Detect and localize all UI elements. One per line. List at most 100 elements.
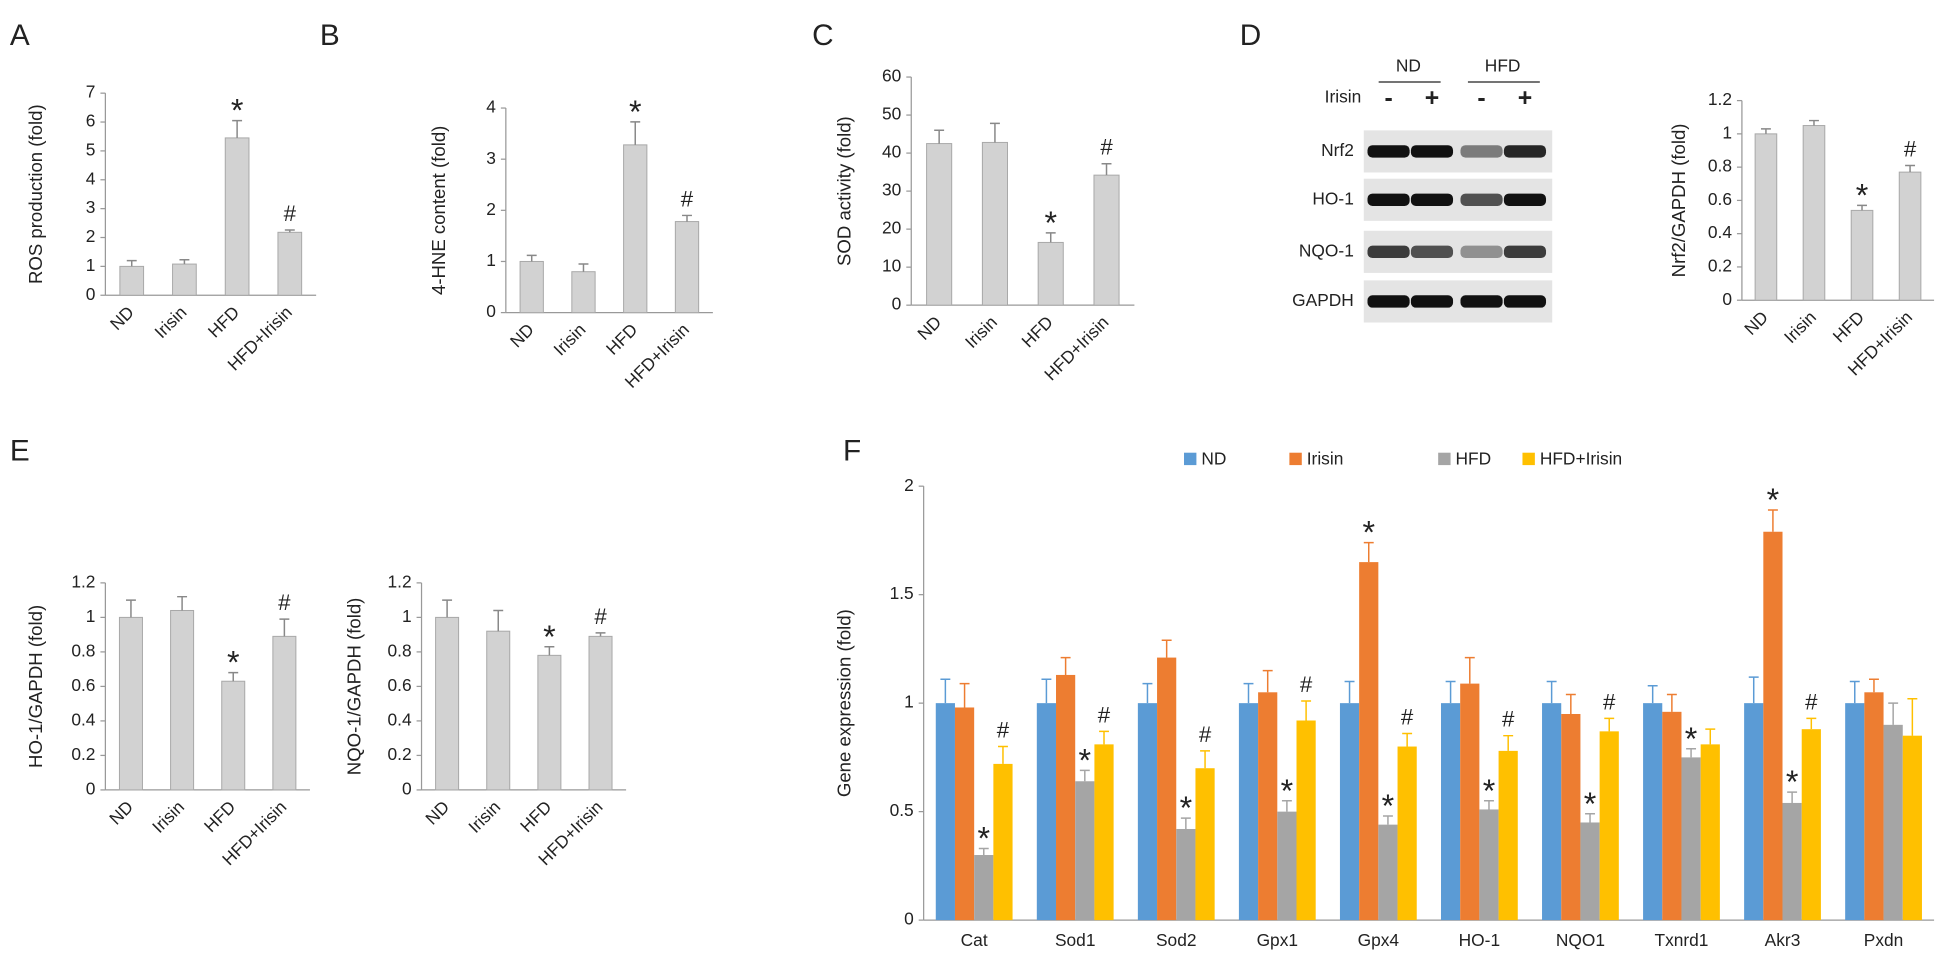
y-tick-label: 0.4 bbox=[71, 709, 95, 729]
legend-swatch bbox=[1438, 452, 1451, 466]
y-tick-label: 60 bbox=[882, 66, 901, 86]
legend-label: Irisin bbox=[1307, 449, 1344, 469]
y-axis-label: 4-HNE content (fold) bbox=[428, 126, 449, 295]
error-bar bbox=[1382, 815, 1393, 825]
y-tick-label: 20 bbox=[882, 218, 901, 238]
bar bbox=[1258, 692, 1278, 921]
bar bbox=[1883, 724, 1903, 921]
y-tick-label: 2 bbox=[486, 199, 496, 219]
error-bar bbox=[1604, 717, 1615, 732]
x-tick-label: ND bbox=[913, 312, 945, 344]
bar bbox=[519, 260, 544, 314]
bar bbox=[926, 143, 953, 306]
y-tick-label: 1 bbox=[1722, 122, 1732, 142]
x-tick-label: Irisin bbox=[961, 312, 1001, 352]
bar bbox=[1359, 562, 1379, 921]
significance-mark: # bbox=[1098, 702, 1111, 727]
bar bbox=[1801, 729, 1821, 921]
bar bbox=[1378, 824, 1398, 921]
y-tick-label: 1.2 bbox=[387, 571, 411, 591]
bar bbox=[1036, 703, 1057, 921]
bar bbox=[1137, 703, 1158, 921]
y-tick-label: 0 bbox=[86, 779, 96, 799]
error-bar bbox=[1180, 817, 1191, 829]
x-tick-label: Irisin bbox=[464, 797, 504, 837]
error-bar bbox=[526, 254, 537, 262]
y-tick-label: 1 bbox=[86, 606, 96, 626]
error-bar bbox=[682, 214, 692, 222]
x-tick-label: ND bbox=[106, 302, 138, 334]
error-bar bbox=[989, 122, 1000, 143]
error-bar bbox=[125, 599, 136, 618]
x-tick-label: HFD bbox=[204, 302, 243, 341]
bar bbox=[277, 231, 303, 296]
x-tick-label: Irisin bbox=[550, 319, 590, 359]
y-tick-label: 0.6 bbox=[387, 675, 411, 695]
significance-mark: * bbox=[977, 821, 990, 857]
bar bbox=[1744, 703, 1764, 921]
bar bbox=[1094, 744, 1114, 921]
bar bbox=[224, 137, 250, 296]
error-bar bbox=[630, 121, 641, 145]
error-bar bbox=[228, 671, 239, 682]
error-bar bbox=[1301, 700, 1312, 721]
blot-band bbox=[1460, 193, 1503, 206]
x-tick-label: HO-1 bbox=[1459, 930, 1500, 950]
error-bar bbox=[1281, 800, 1292, 812]
legend-label: ND bbox=[1201, 449, 1226, 469]
bar bbox=[1662, 711, 1682, 921]
bar bbox=[1176, 828, 1196, 921]
y-tick-label: 2 bbox=[86, 226, 96, 246]
error-bar bbox=[179, 258, 190, 265]
significance-mark: # bbox=[1199, 722, 1212, 747]
error-bar bbox=[177, 595, 188, 611]
bar bbox=[1561, 713, 1581, 921]
significance-mark: * bbox=[1079, 742, 1092, 778]
significance-mark: # bbox=[1603, 689, 1616, 714]
bar bbox=[1397, 746, 1417, 921]
bar bbox=[1700, 744, 1720, 921]
error-bar bbox=[1869, 678, 1879, 693]
error-bar bbox=[284, 229, 295, 233]
y-tick-label: 0 bbox=[402, 779, 412, 799]
bar bbox=[170, 609, 195, 791]
blot-band bbox=[1410, 245, 1454, 259]
error-bar bbox=[493, 609, 504, 632]
legend-swatch bbox=[1522, 452, 1535, 466]
blot-sign: + bbox=[1518, 85, 1532, 112]
y-tick-label: 6 bbox=[86, 111, 96, 131]
bar bbox=[1850, 209, 1874, 301]
blot-row-label: Nrf2 bbox=[1321, 140, 1354, 160]
error-bar bbox=[934, 129, 945, 144]
significance-mark: * bbox=[1767, 482, 1780, 518]
bar bbox=[1440, 703, 1461, 921]
blot-group: ND bbox=[1396, 56, 1421, 76]
error-bar bbox=[1585, 813, 1595, 823]
significance-mark: * bbox=[227, 645, 240, 681]
x-tick-label: HFD bbox=[1017, 312, 1056, 351]
y-axis-label: ROS production (fold) bbox=[25, 104, 46, 284]
significance-mark: * bbox=[543, 619, 556, 655]
error-bar bbox=[232, 119, 243, 138]
bar bbox=[537, 654, 562, 791]
blot-band bbox=[1410, 193, 1454, 206]
error-bar bbox=[1262, 669, 1273, 693]
error-bar bbox=[940, 678, 951, 704]
x-tick-label: HFD bbox=[516, 797, 555, 836]
error-bar bbox=[279, 618, 290, 637]
significance-mark: * bbox=[1362, 515, 1375, 551]
blot-band bbox=[1460, 295, 1503, 308]
error-bar bbox=[1546, 680, 1557, 704]
blot-band bbox=[1503, 295, 1547, 308]
blot-band bbox=[1503, 245, 1547, 259]
y-tick-label: 0.8 bbox=[1708, 156, 1732, 176]
bar bbox=[172, 263, 197, 296]
y-axis-label: SOD activity (fold) bbox=[833, 116, 854, 266]
blot-band bbox=[1503, 145, 1547, 158]
y-tick-label: 0 bbox=[904, 909, 914, 929]
legend-swatch bbox=[1184, 452, 1197, 466]
bar bbox=[674, 221, 700, 314]
blot-band bbox=[1460, 245, 1503, 259]
bar bbox=[1864, 692, 1884, 921]
y-tick-label: 4 bbox=[486, 97, 496, 117]
